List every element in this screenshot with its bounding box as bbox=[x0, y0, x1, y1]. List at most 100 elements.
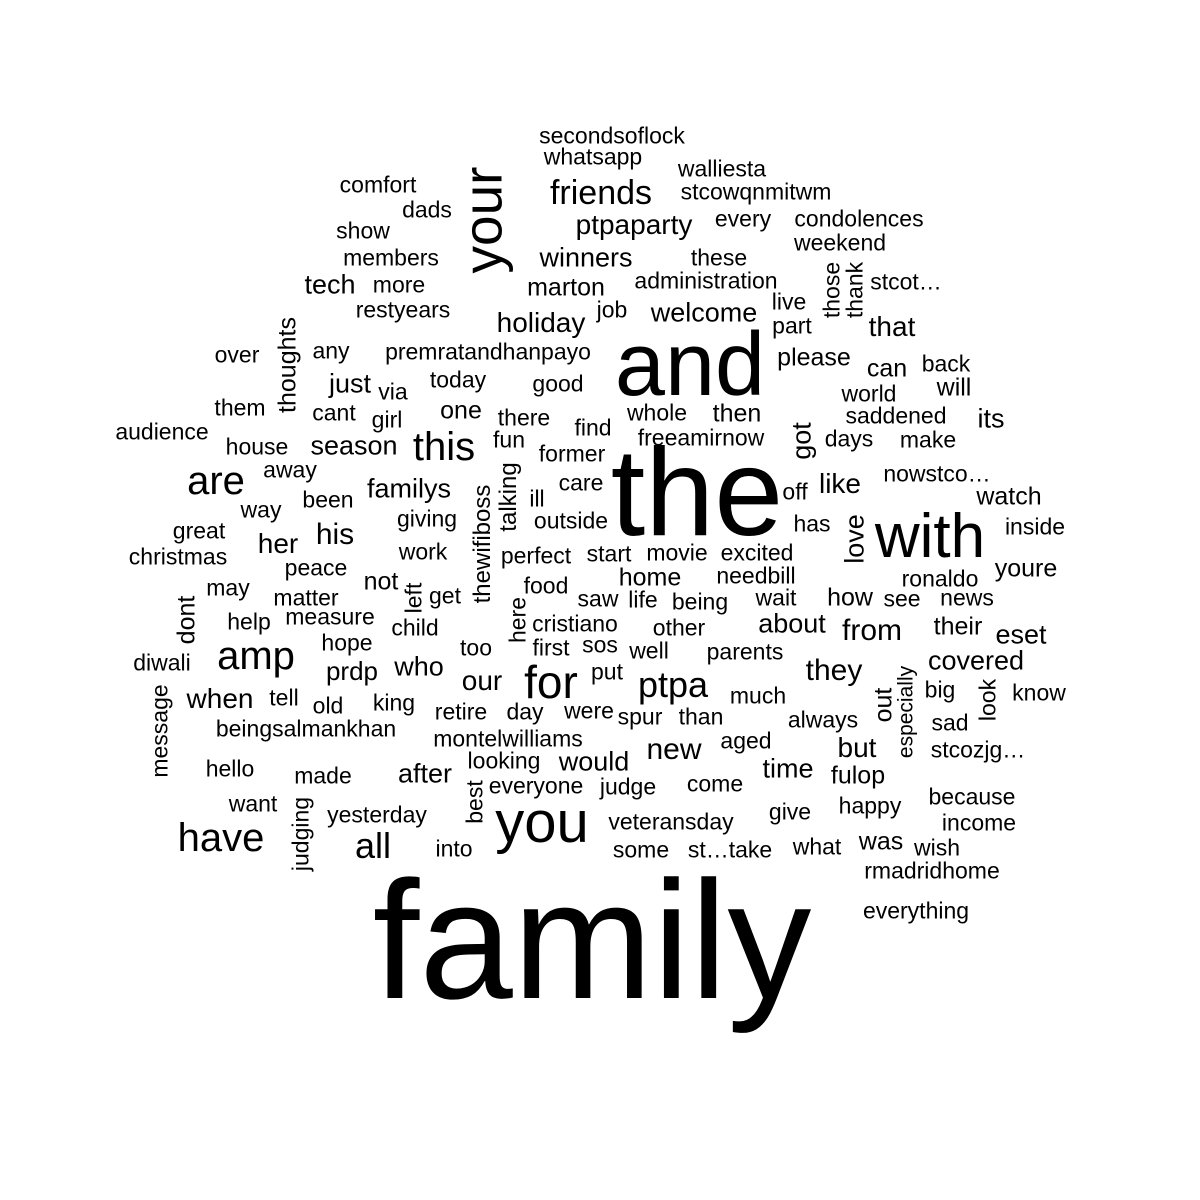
word: stcozjg… bbox=[930, 736, 1026, 763]
word: into bbox=[435, 835, 473, 862]
word: any bbox=[312, 337, 350, 364]
word: welcome bbox=[650, 297, 758, 328]
word: get bbox=[429, 582, 461, 609]
word: saw bbox=[577, 585, 619, 612]
word: than bbox=[678, 703, 724, 730]
word: via bbox=[378, 378, 408, 405]
word: yesterday bbox=[327, 801, 427, 828]
word: please bbox=[777, 343, 851, 372]
word: from bbox=[842, 614, 902, 647]
word: administration bbox=[634, 267, 778, 294]
word: house bbox=[225, 433, 289, 460]
word: condolences bbox=[794, 205, 924, 232]
word: about bbox=[758, 608, 826, 639]
word: watch bbox=[976, 482, 1042, 511]
word: needbill bbox=[716, 562, 796, 589]
word: stcowqnmitwm bbox=[680, 178, 832, 205]
word: make bbox=[899, 426, 957, 453]
word: who bbox=[394, 651, 444, 682]
word: got bbox=[786, 422, 817, 460]
word: especially bbox=[894, 665, 918, 759]
word: thank bbox=[841, 261, 868, 319]
word: fun bbox=[493, 426, 525, 453]
word: that bbox=[868, 311, 916, 342]
word: talking bbox=[495, 462, 522, 532]
word: time bbox=[762, 753, 814, 784]
word: former bbox=[538, 440, 606, 467]
word: walliesta bbox=[677, 155, 767, 182]
word: work bbox=[398, 538, 448, 565]
word: want bbox=[228, 790, 278, 817]
word: income bbox=[941, 809, 1017, 836]
word: best bbox=[461, 780, 488, 824]
word: over bbox=[214, 341, 260, 368]
word: start bbox=[586, 540, 632, 567]
word: girl bbox=[371, 406, 403, 433]
word: season bbox=[310, 430, 398, 461]
word: food bbox=[523, 572, 569, 599]
word: inside bbox=[1004, 513, 1066, 540]
word: for bbox=[524, 656, 578, 708]
word: montelwilliams bbox=[433, 725, 583, 752]
word: everyone bbox=[488, 772, 584, 799]
word: but bbox=[837, 732, 877, 763]
word: look bbox=[974, 678, 1001, 722]
word: part bbox=[772, 312, 812, 339]
word: days bbox=[824, 425, 874, 452]
word: first bbox=[532, 634, 570, 661]
word: judge bbox=[599, 773, 657, 800]
word: way bbox=[240, 496, 282, 523]
word: tech bbox=[304, 269, 356, 300]
word: cant bbox=[312, 399, 356, 426]
word: because bbox=[928, 783, 1016, 810]
word: veteransday bbox=[608, 808, 734, 835]
word: not bbox=[363, 567, 399, 596]
word: ptpa bbox=[637, 664, 709, 705]
word: youre bbox=[994, 554, 1058, 583]
word: job bbox=[596, 296, 628, 323]
word: always bbox=[787, 706, 859, 733]
word: winners bbox=[539, 242, 633, 273]
word: left bbox=[400, 582, 427, 614]
word: every bbox=[714, 205, 772, 232]
word: amp bbox=[217, 634, 295, 678]
word: just bbox=[328, 368, 372, 399]
word: measure bbox=[285, 603, 375, 630]
word: st…take bbox=[687, 836, 773, 863]
word: friends bbox=[549, 174, 653, 212]
word: away bbox=[263, 456, 317, 483]
word: dont bbox=[172, 595, 201, 645]
word: diwali bbox=[133, 649, 191, 676]
word: hope bbox=[321, 629, 373, 656]
word: perfect bbox=[500, 542, 572, 569]
word: they bbox=[805, 654, 863, 687]
word: audience bbox=[115, 418, 209, 445]
word: eset bbox=[995, 619, 1047, 650]
word: judging bbox=[287, 796, 314, 872]
word: covered bbox=[927, 645, 1025, 676]
word: her bbox=[257, 528, 299, 559]
word: know bbox=[1012, 679, 1066, 706]
word: them bbox=[214, 394, 266, 421]
word: today bbox=[429, 366, 487, 393]
word: old bbox=[312, 692, 344, 719]
word: other bbox=[652, 614, 706, 641]
word: too bbox=[460, 634, 492, 661]
word: your bbox=[451, 166, 514, 274]
word: news bbox=[940, 584, 994, 611]
word: restyears bbox=[355, 296, 451, 323]
word: was bbox=[858, 827, 904, 856]
word: parents bbox=[706, 638, 784, 665]
word: after bbox=[397, 758, 453, 789]
word: great bbox=[172, 517, 226, 544]
word: its bbox=[977, 403, 1005, 434]
word: aged bbox=[720, 727, 772, 754]
word: message bbox=[146, 684, 173, 778]
word: made bbox=[294, 762, 352, 789]
word: all bbox=[354, 825, 392, 866]
word: giving bbox=[396, 505, 458, 532]
word: give bbox=[768, 798, 812, 825]
word: saddened bbox=[845, 402, 947, 429]
word: familys bbox=[366, 473, 452, 504]
word: you bbox=[495, 790, 589, 855]
